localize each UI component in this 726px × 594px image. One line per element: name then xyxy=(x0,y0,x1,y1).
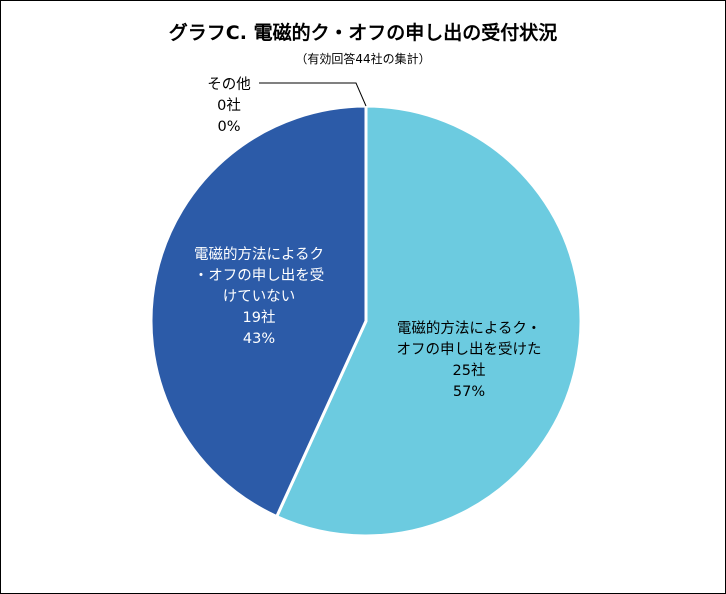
pie-slice-1 xyxy=(149,104,368,519)
slice-label-0: 電磁的方法によるク・オフの申し出を受けた 25社 57% xyxy=(397,320,542,400)
pie-labels: 電磁的方法によるク・オフの申し出を受けた 25社 57% 電磁的方法によるク・オフの申… xyxy=(194,76,542,400)
chart-subtitle: （有効回答44社の集計） xyxy=(295,51,430,66)
slice-label-1: 電磁的方法によるク・オフの申し出を受けていない 19社 43% xyxy=(194,246,325,347)
pie-slice-0 xyxy=(275,104,583,538)
slice-label-2: その他 0社 0% xyxy=(207,76,251,135)
chart-title: グラフC. 電磁的ク・オフの申し出の受付状況 xyxy=(169,21,557,44)
leader-line xyxy=(259,82,367,107)
pie-slices xyxy=(149,104,583,538)
